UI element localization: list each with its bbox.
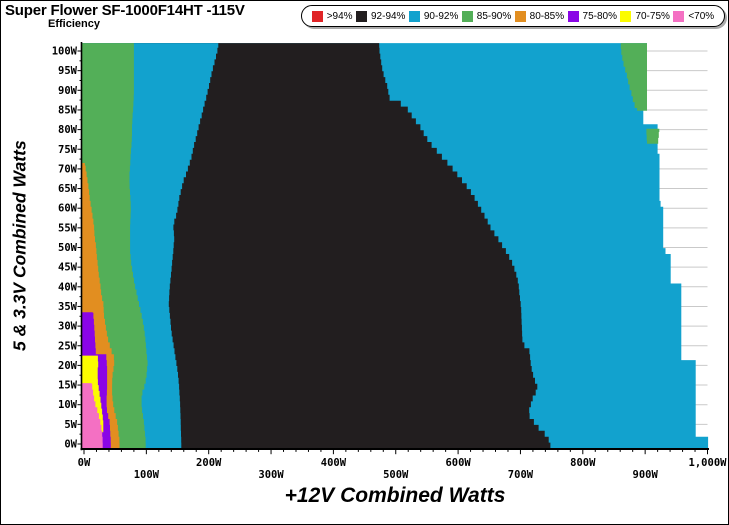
y-tick-label: 20W bbox=[58, 360, 78, 372]
legend-item: <70% bbox=[673, 10, 715, 22]
legend-label: 80-85% bbox=[529, 10, 565, 22]
x-tick-label: 200W bbox=[196, 457, 222, 469]
legend-item: 80-85% bbox=[514, 10, 565, 22]
y-tick-label: 85W bbox=[58, 104, 78, 116]
legend-item: 85-90% bbox=[461, 10, 512, 22]
band-green-top-right bbox=[620, 43, 647, 111]
y-tick-label: 30W bbox=[58, 321, 78, 333]
efficiency-bands bbox=[82, 43, 709, 449]
x-tick-label: 500W bbox=[383, 469, 409, 481]
y-tick-label: 10W bbox=[58, 399, 78, 411]
y-tick-label: 75W bbox=[58, 144, 78, 156]
legend-color-swatch bbox=[355, 10, 367, 22]
legend-item: 75-80% bbox=[567, 10, 618, 22]
legend-item: 70-75% bbox=[620, 10, 670, 22]
legend-item: 92-94% bbox=[355, 10, 406, 22]
legend-label: 85-90% bbox=[476, 10, 512, 22]
y-tick-label: 35W bbox=[58, 301, 78, 313]
legend-label: 90-92% bbox=[423, 10, 459, 22]
legend-color-swatch bbox=[311, 10, 323, 22]
x-tick-label: 700W bbox=[508, 469, 534, 481]
legend-label: 75-80% bbox=[582, 10, 618, 22]
legend-color-swatch bbox=[673, 10, 685, 22]
legend-label: <70% bbox=[688, 10, 715, 22]
x-tick-label: 400W bbox=[321, 457, 347, 469]
y-tick-label: 95W bbox=[58, 65, 78, 77]
legend-item: >94% bbox=[311, 10, 353, 22]
chart-subtitle: Efficiency bbox=[48, 18, 100, 30]
legend-color-swatch bbox=[408, 10, 420, 22]
tick-labels: 0W 5W 10W 15W 20W 25W 30W 35W 40W 45W 50W 55W 60W 65W… bbox=[52, 46, 727, 482]
y-axis-title: 5 & 3.3V Combined Watts bbox=[9, 140, 30, 352]
y-tick-label: 80W bbox=[58, 124, 78, 136]
band-pink bbox=[82, 383, 103, 449]
legend-item: 90-92% bbox=[408, 10, 459, 22]
y-tick-label: 25W bbox=[58, 340, 78, 352]
legend-label: 92-94% bbox=[370, 10, 406, 22]
band-black-core bbox=[82, 43, 551, 449]
axis-ticks bbox=[77, 50, 708, 455]
y-tick-label: 90W bbox=[58, 85, 78, 97]
x-tick-label: 600W bbox=[445, 457, 471, 469]
chart-title: Super Flower SF-1000F14HT -115V bbox=[5, 2, 245, 19]
y-tick-label: 0W bbox=[64, 439, 77, 451]
legend: >94% 92-94% 90-92% 85-90% 80-85% 75-80% 70-75%… bbox=[301, 5, 725, 27]
y-tick-label: 60W bbox=[58, 203, 78, 215]
x-tick-label: 900W bbox=[633, 469, 659, 481]
y-tick-label: 70W bbox=[58, 163, 78, 175]
legend-color-swatch bbox=[514, 10, 526, 22]
x-axis-title: +12V Combined Watts bbox=[284, 484, 506, 507]
y-tick-label: 100W bbox=[52, 46, 78, 58]
legend-color-swatch bbox=[620, 10, 632, 22]
legend-label: 70-75% bbox=[635, 10, 670, 22]
x-tick-label: 0W bbox=[78, 457, 91, 469]
y-tick-label: 5W bbox=[64, 419, 77, 431]
x-tick-label: 1,000W bbox=[689, 457, 728, 469]
y-tick-label: 45W bbox=[58, 262, 78, 274]
legend-label: >94% bbox=[326, 10, 353, 22]
band-green-right-blob bbox=[646, 128, 660, 144]
x-tick-label: 100W bbox=[134, 469, 160, 481]
y-tick-label: 40W bbox=[58, 281, 78, 293]
legend-color-swatch bbox=[567, 10, 579, 22]
y-tick-label: 55W bbox=[58, 222, 78, 234]
y-tick-label: 15W bbox=[58, 380, 78, 392]
x-tick-label: 800W bbox=[570, 457, 596, 469]
legend-color-swatch bbox=[461, 10, 473, 22]
x-tick-label: 300W bbox=[258, 469, 284, 481]
y-tick-label: 65W bbox=[58, 183, 78, 195]
y-tick-label: 50W bbox=[58, 242, 78, 254]
